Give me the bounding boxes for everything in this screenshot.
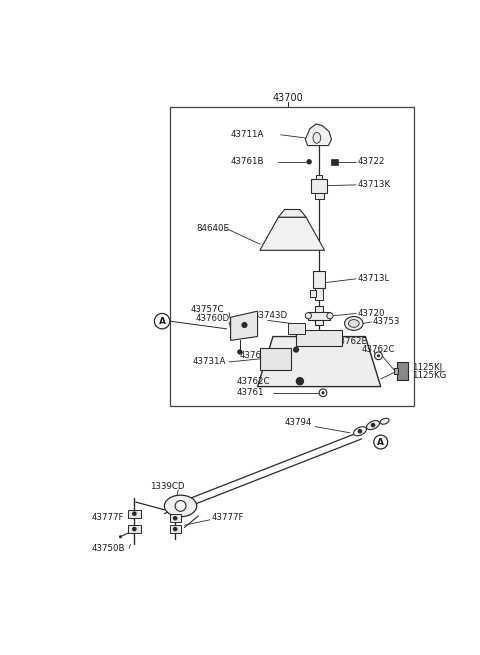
Text: 43750B: 43750B xyxy=(92,544,125,553)
Circle shape xyxy=(237,349,242,354)
Bar xyxy=(308,312,330,320)
Circle shape xyxy=(241,322,248,328)
Circle shape xyxy=(132,512,137,516)
Circle shape xyxy=(319,389,327,397)
Bar xyxy=(316,175,322,179)
Bar xyxy=(288,324,305,334)
Bar xyxy=(394,368,398,374)
Text: 43777F: 43777F xyxy=(92,513,124,522)
Circle shape xyxy=(371,422,375,428)
Circle shape xyxy=(374,352,382,360)
Text: 1125KJ: 1125KJ xyxy=(411,363,442,372)
Circle shape xyxy=(327,312,333,319)
Ellipse shape xyxy=(348,320,359,328)
Text: 43761D: 43761D xyxy=(240,351,274,360)
Text: 1125KG: 1125KG xyxy=(411,371,446,379)
Text: 43720: 43720 xyxy=(358,309,385,318)
Circle shape xyxy=(322,391,324,394)
Bar xyxy=(312,179,327,193)
Circle shape xyxy=(358,429,362,434)
Circle shape xyxy=(377,354,380,358)
Text: A: A xyxy=(377,438,384,447)
Circle shape xyxy=(119,535,122,538)
Ellipse shape xyxy=(367,421,380,430)
Text: 84640E: 84640E xyxy=(196,224,229,233)
Text: 43760D: 43760D xyxy=(196,314,230,324)
Text: 43743D: 43743D xyxy=(254,311,288,320)
Circle shape xyxy=(173,527,178,531)
Text: 43700: 43700 xyxy=(273,93,304,103)
Circle shape xyxy=(293,346,299,353)
Ellipse shape xyxy=(353,426,366,436)
Polygon shape xyxy=(260,217,324,250)
Text: 43713K: 43713K xyxy=(358,180,391,189)
Text: 43794: 43794 xyxy=(285,419,312,427)
Polygon shape xyxy=(258,337,381,386)
Text: 43731A: 43731A xyxy=(192,358,226,366)
Bar xyxy=(313,271,325,288)
Bar xyxy=(170,107,414,406)
Bar xyxy=(128,510,141,517)
Text: 1339CD: 1339CD xyxy=(150,482,184,491)
Text: 43761B: 43761B xyxy=(230,157,264,166)
Text: 43757C: 43757C xyxy=(191,305,224,314)
Text: 43713L: 43713L xyxy=(358,274,390,284)
Bar xyxy=(170,514,180,522)
Ellipse shape xyxy=(313,132,321,143)
Circle shape xyxy=(305,312,312,319)
Bar xyxy=(331,159,338,165)
Circle shape xyxy=(132,527,137,531)
Bar xyxy=(314,193,324,198)
Ellipse shape xyxy=(345,316,363,330)
Text: 43753: 43753 xyxy=(373,318,400,326)
Polygon shape xyxy=(278,210,306,217)
Text: 43722: 43722 xyxy=(358,157,385,166)
Bar xyxy=(128,525,141,533)
Text: 43761: 43761 xyxy=(237,388,264,398)
Bar xyxy=(397,362,408,381)
Bar xyxy=(315,306,323,325)
Circle shape xyxy=(374,435,388,449)
Circle shape xyxy=(155,314,170,329)
Text: 43777F: 43777F xyxy=(211,513,244,522)
Bar xyxy=(170,525,180,533)
Text: 43762C: 43762C xyxy=(361,345,395,354)
Ellipse shape xyxy=(380,419,389,424)
Text: A: A xyxy=(158,316,166,326)
Text: 43711A: 43711A xyxy=(230,130,264,140)
Circle shape xyxy=(175,500,186,512)
Polygon shape xyxy=(230,311,258,341)
Ellipse shape xyxy=(164,495,197,517)
Circle shape xyxy=(173,516,178,521)
Polygon shape xyxy=(305,124,332,145)
Bar xyxy=(260,348,291,369)
Text: 43762E: 43762E xyxy=(335,337,368,346)
Bar xyxy=(315,288,323,299)
Bar xyxy=(296,330,342,346)
Text: 43762C: 43762C xyxy=(237,377,270,386)
Circle shape xyxy=(296,377,304,385)
Bar xyxy=(310,290,316,297)
Circle shape xyxy=(306,159,312,164)
